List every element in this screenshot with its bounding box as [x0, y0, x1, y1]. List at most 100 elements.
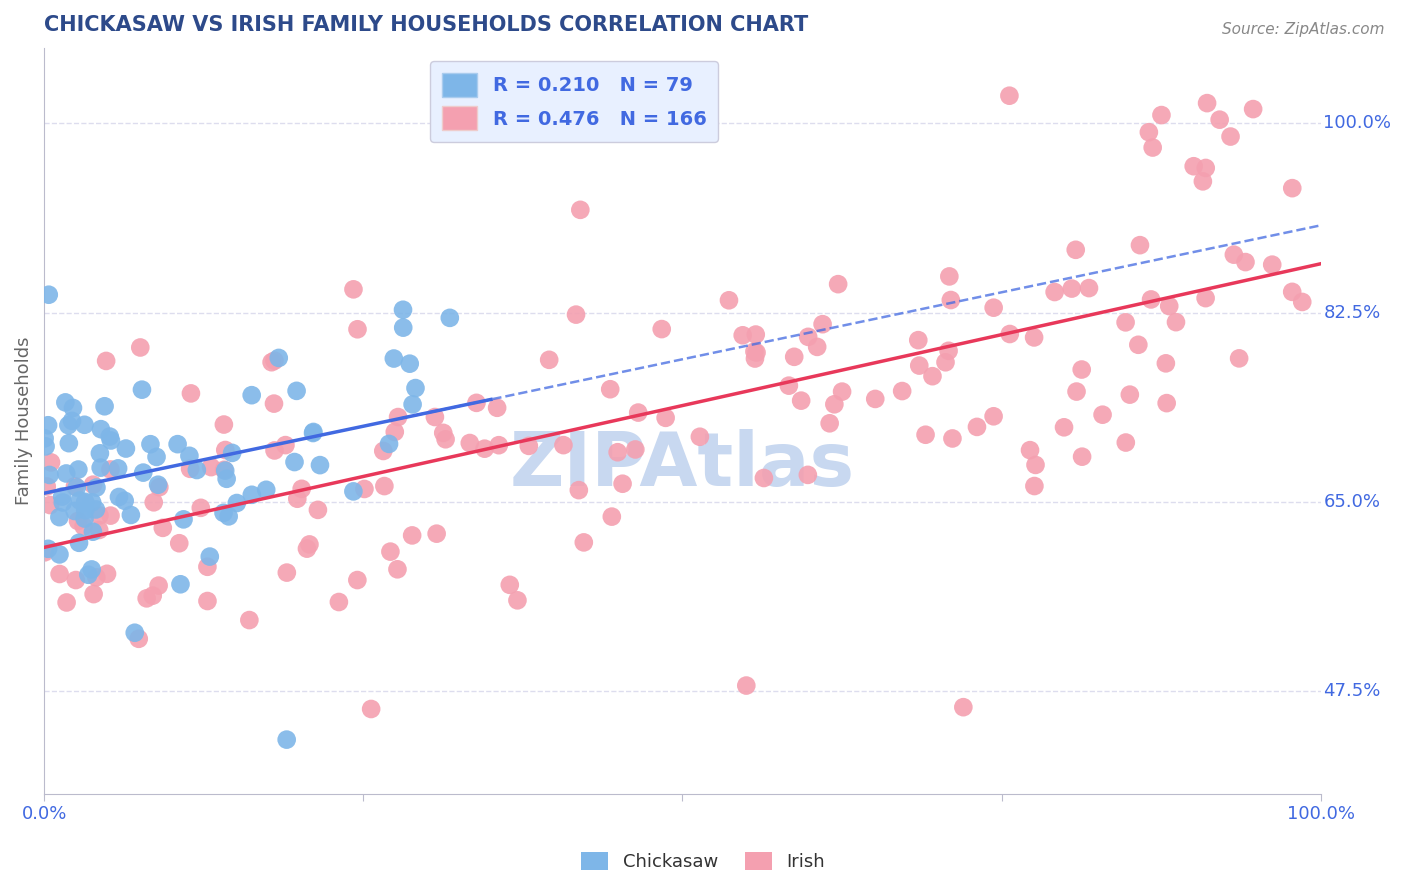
Point	[401, 528, 423, 542]
Point	[612, 476, 634, 491]
Legend: R = 0.210   N = 79, R = 0.476   N = 166: R = 0.210 N = 79, R = 0.476 N = 166	[430, 62, 718, 142]
Point	[132, 466, 155, 480]
Point	[553, 438, 575, 452]
Point	[65, 573, 87, 587]
Point	[1078, 281, 1101, 295]
Point	[342, 484, 364, 499]
Point	[67, 536, 90, 550]
Text: 82.5%: 82.5%	[1323, 303, 1381, 321]
Point	[90, 460, 112, 475]
Point	[131, 383, 153, 397]
Point	[37, 418, 59, 433]
Point	[302, 425, 325, 440]
Point	[169, 577, 191, 591]
Point	[80, 562, 103, 576]
Point	[142, 495, 165, 509]
Point	[37, 541, 59, 556]
Point	[1164, 315, 1187, 329]
Text: 100.0%: 100.0%	[1323, 114, 1392, 132]
Point	[53, 395, 76, 409]
Point	[146, 477, 169, 491]
Point	[124, 625, 146, 640]
Point	[827, 277, 849, 292]
Point	[342, 282, 364, 296]
Point	[360, 702, 382, 716]
Point	[783, 350, 806, 364]
Point	[94, 354, 117, 368]
Point	[58, 436, 80, 450]
Point	[938, 343, 960, 358]
Point	[790, 393, 813, 408]
Point	[148, 480, 170, 494]
Point	[214, 464, 236, 478]
Point	[998, 88, 1021, 103]
Point	[426, 526, 449, 541]
Point	[392, 320, 415, 334]
Point	[34, 431, 56, 445]
Point	[48, 510, 70, 524]
Point	[51, 490, 73, 504]
Point	[423, 410, 446, 425]
Point	[55, 595, 77, 609]
Point	[218, 509, 240, 524]
Point	[1156, 396, 1178, 410]
Point	[599, 382, 621, 396]
Point	[298, 537, 321, 551]
Point	[142, 589, 165, 603]
Point	[240, 488, 263, 502]
Point	[731, 328, 754, 343]
Legend: Chickasaw, Irish: Chickasaw, Irish	[574, 845, 832, 879]
Point	[1208, 112, 1230, 127]
Point	[274, 438, 297, 452]
Point	[1115, 315, 1137, 329]
Point	[100, 434, 122, 448]
Point	[998, 326, 1021, 341]
Point	[865, 392, 887, 406]
Point	[69, 493, 91, 508]
Point	[353, 482, 375, 496]
Point	[966, 420, 988, 434]
Point	[439, 310, 461, 325]
Point	[63, 504, 86, 518]
Point	[744, 351, 766, 366]
Point	[506, 593, 529, 607]
Point	[120, 508, 142, 522]
Point	[373, 444, 395, 458]
Point	[38, 287, 60, 301]
Point	[1060, 282, 1083, 296]
Point	[167, 536, 190, 550]
Point	[179, 449, 201, 463]
Point	[295, 541, 318, 556]
Point	[55, 467, 77, 481]
Point	[48, 548, 70, 562]
Point	[212, 506, 235, 520]
Point	[129, 341, 152, 355]
Point	[90, 422, 112, 436]
Point	[135, 591, 157, 606]
Point	[384, 425, 406, 439]
Point	[35, 479, 58, 493]
Point	[744, 344, 766, 359]
Point	[1091, 408, 1114, 422]
Point	[1019, 443, 1042, 458]
Point	[254, 483, 277, 497]
Point	[572, 535, 595, 549]
Point	[166, 437, 188, 451]
Point	[488, 438, 510, 452]
Point	[39, 498, 62, 512]
Point	[267, 351, 290, 365]
Point	[276, 566, 298, 580]
Point	[1150, 108, 1173, 122]
Point	[100, 508, 122, 523]
Point	[60, 414, 83, 428]
Point	[200, 460, 222, 475]
Text: 65.0%: 65.0%	[1323, 492, 1381, 511]
Point	[67, 462, 90, 476]
Point	[474, 442, 496, 456]
Point	[190, 500, 212, 515]
Point	[197, 559, 219, 574]
Point	[260, 355, 283, 369]
Point	[346, 573, 368, 587]
Point	[72, 519, 94, 533]
Point	[38, 467, 60, 482]
